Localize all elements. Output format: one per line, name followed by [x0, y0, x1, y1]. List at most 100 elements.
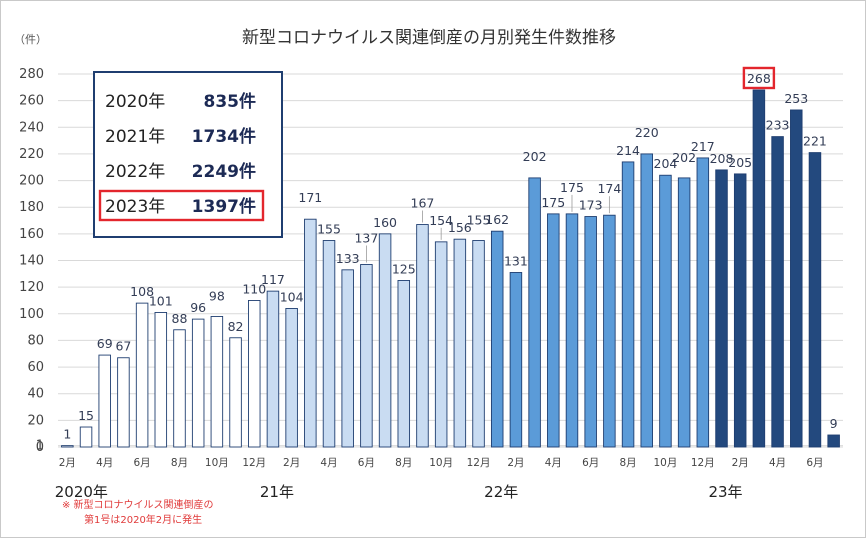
bar: [191, 318, 205, 448]
year-label: 21年: [260, 483, 294, 501]
y-tick-label: 0: [36, 440, 44, 455]
bar: [696, 157, 710, 448]
y-tick-label: 240: [19, 120, 44, 135]
bar: [416, 224, 429, 448]
data-label: 82: [228, 319, 244, 334]
data-label: 155: [317, 222, 341, 237]
bar: [827, 434, 840, 448]
bar: [248, 300, 261, 448]
bar: [490, 230, 504, 448]
data-label: 156: [448, 220, 472, 235]
data-label: 9: [830, 416, 838, 431]
bar: [565, 213, 579, 448]
data-label: 173: [579, 198, 603, 213]
summary-year: 2022年: [105, 162, 165, 182]
data-label: 171: [298, 190, 322, 205]
bar: [360, 264, 373, 448]
y-tick-label: 100: [19, 307, 44, 322]
data-label: 233: [766, 118, 790, 133]
y-tick-label: 140: [19, 254, 44, 269]
bar: [715, 169, 728, 448]
x-tick-label: 8月: [171, 457, 188, 469]
bar: [808, 152, 822, 448]
x-tick-label: 12月: [467, 457, 491, 469]
y-tick-label: 60: [27, 360, 44, 375]
y-axis-unit: （件）: [14, 33, 47, 46]
summary-year: 2021年: [105, 127, 165, 147]
y-tick-label: 160: [19, 227, 44, 242]
x-tick-label: 6月: [582, 457, 599, 469]
bar: [752, 89, 766, 448]
data-label: 15: [78, 408, 94, 423]
summary-year: 2023年: [105, 197, 165, 217]
y-tick-label: 260: [19, 94, 44, 109]
bar: [98, 354, 111, 448]
data-label: 174: [597, 181, 621, 196]
x-tick-label: 10月: [654, 457, 678, 469]
x-tick-label: 2月: [283, 457, 300, 469]
y-tick-label: 80: [27, 333, 44, 348]
year-label: 23年: [708, 483, 742, 501]
data-label: 205: [728, 155, 752, 170]
bar: [117, 357, 130, 448]
x-tick-label: 8月: [395, 457, 412, 469]
x-tick-label: 8月: [619, 457, 636, 469]
bar: [603, 214, 616, 448]
data-label: 162: [485, 212, 509, 227]
year-label: 22年: [484, 483, 518, 501]
data-label: 268: [747, 71, 771, 86]
data-label: 175: [560, 180, 584, 195]
bar: [79, 426, 93, 448]
data-label: 217: [691, 139, 715, 154]
y-tick-label: 180: [19, 200, 44, 215]
bar: [677, 177, 691, 448]
data-label: 154: [429, 213, 453, 228]
data-label: 221: [803, 134, 827, 149]
bar: [528, 177, 541, 448]
chart-title: 新型コロナウイルス関連倒産の月別発生件数推移: [242, 28, 616, 48]
bar: [210, 316, 224, 448]
bar: [266, 290, 280, 448]
x-tick-label: 2月: [507, 457, 524, 469]
bar: [285, 308, 298, 448]
highlight-box: [742, 66, 776, 90]
year-labels: 2020年 21年 22年 23年: [55, 483, 743, 501]
data-label: 117: [261, 272, 285, 287]
bar: [397, 280, 411, 448]
data-label: 1: [63, 427, 71, 442]
bar: [771, 136, 784, 448]
data-label: 202: [523, 149, 547, 164]
bar: [509, 272, 523, 448]
summary-year: 2020年: [105, 92, 165, 112]
x-tick-label: 12月: [242, 457, 266, 469]
data-label: 96: [190, 300, 206, 315]
x-tick-label: 2月: [732, 457, 749, 469]
y-tick-label: 20: [27, 413, 44, 428]
x-tick-label: 10月: [205, 457, 229, 469]
bar: [584, 216, 597, 448]
data-label: 204: [654, 156, 678, 171]
bar: [472, 240, 485, 448]
bar: [229, 337, 242, 448]
summary-border: [93, 71, 283, 238]
data-label: 101: [149, 293, 173, 308]
x-tick-label: 4月: [769, 457, 786, 469]
bar: [640, 153, 653, 448]
data-label: 67: [115, 339, 131, 354]
summary-count: 835件: [204, 91, 257, 112]
year-label: 2020年: [55, 483, 108, 501]
x-tick-label: 4月: [96, 457, 113, 469]
bar: [173, 329, 186, 448]
bar: [322, 240, 336, 448]
data-label: 108: [130, 284, 154, 299]
summary-count: 2249件: [192, 161, 256, 182]
data-label: 202: [672, 150, 696, 165]
data-label: 125: [392, 261, 416, 276]
x-tick-label: 6月: [806, 457, 823, 469]
data-label: 214: [616, 143, 640, 158]
y-tick-label: 220: [19, 147, 44, 162]
summary-count: 1397件: [192, 196, 256, 217]
y-tick-label: 1: [36, 439, 44, 454]
bar: [378, 233, 392, 448]
